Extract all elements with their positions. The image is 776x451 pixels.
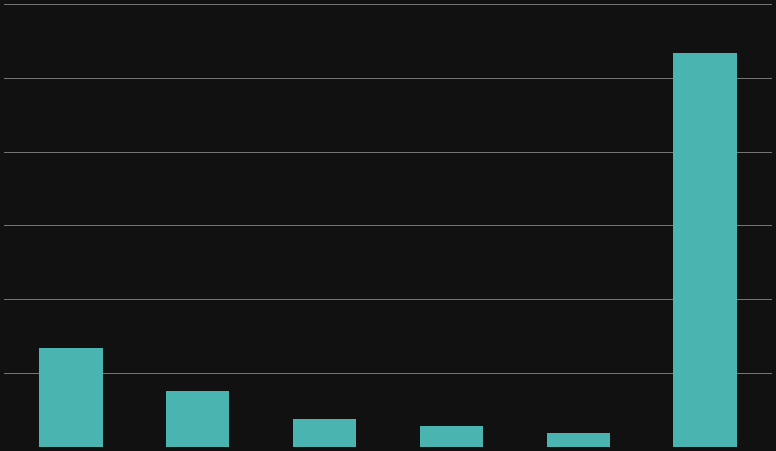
- Bar: [166, 391, 230, 447]
- Bar: [293, 419, 356, 447]
- Bar: [420, 426, 483, 447]
- Bar: [39, 348, 102, 447]
- Bar: [674, 53, 737, 447]
- Bar: [546, 433, 610, 447]
